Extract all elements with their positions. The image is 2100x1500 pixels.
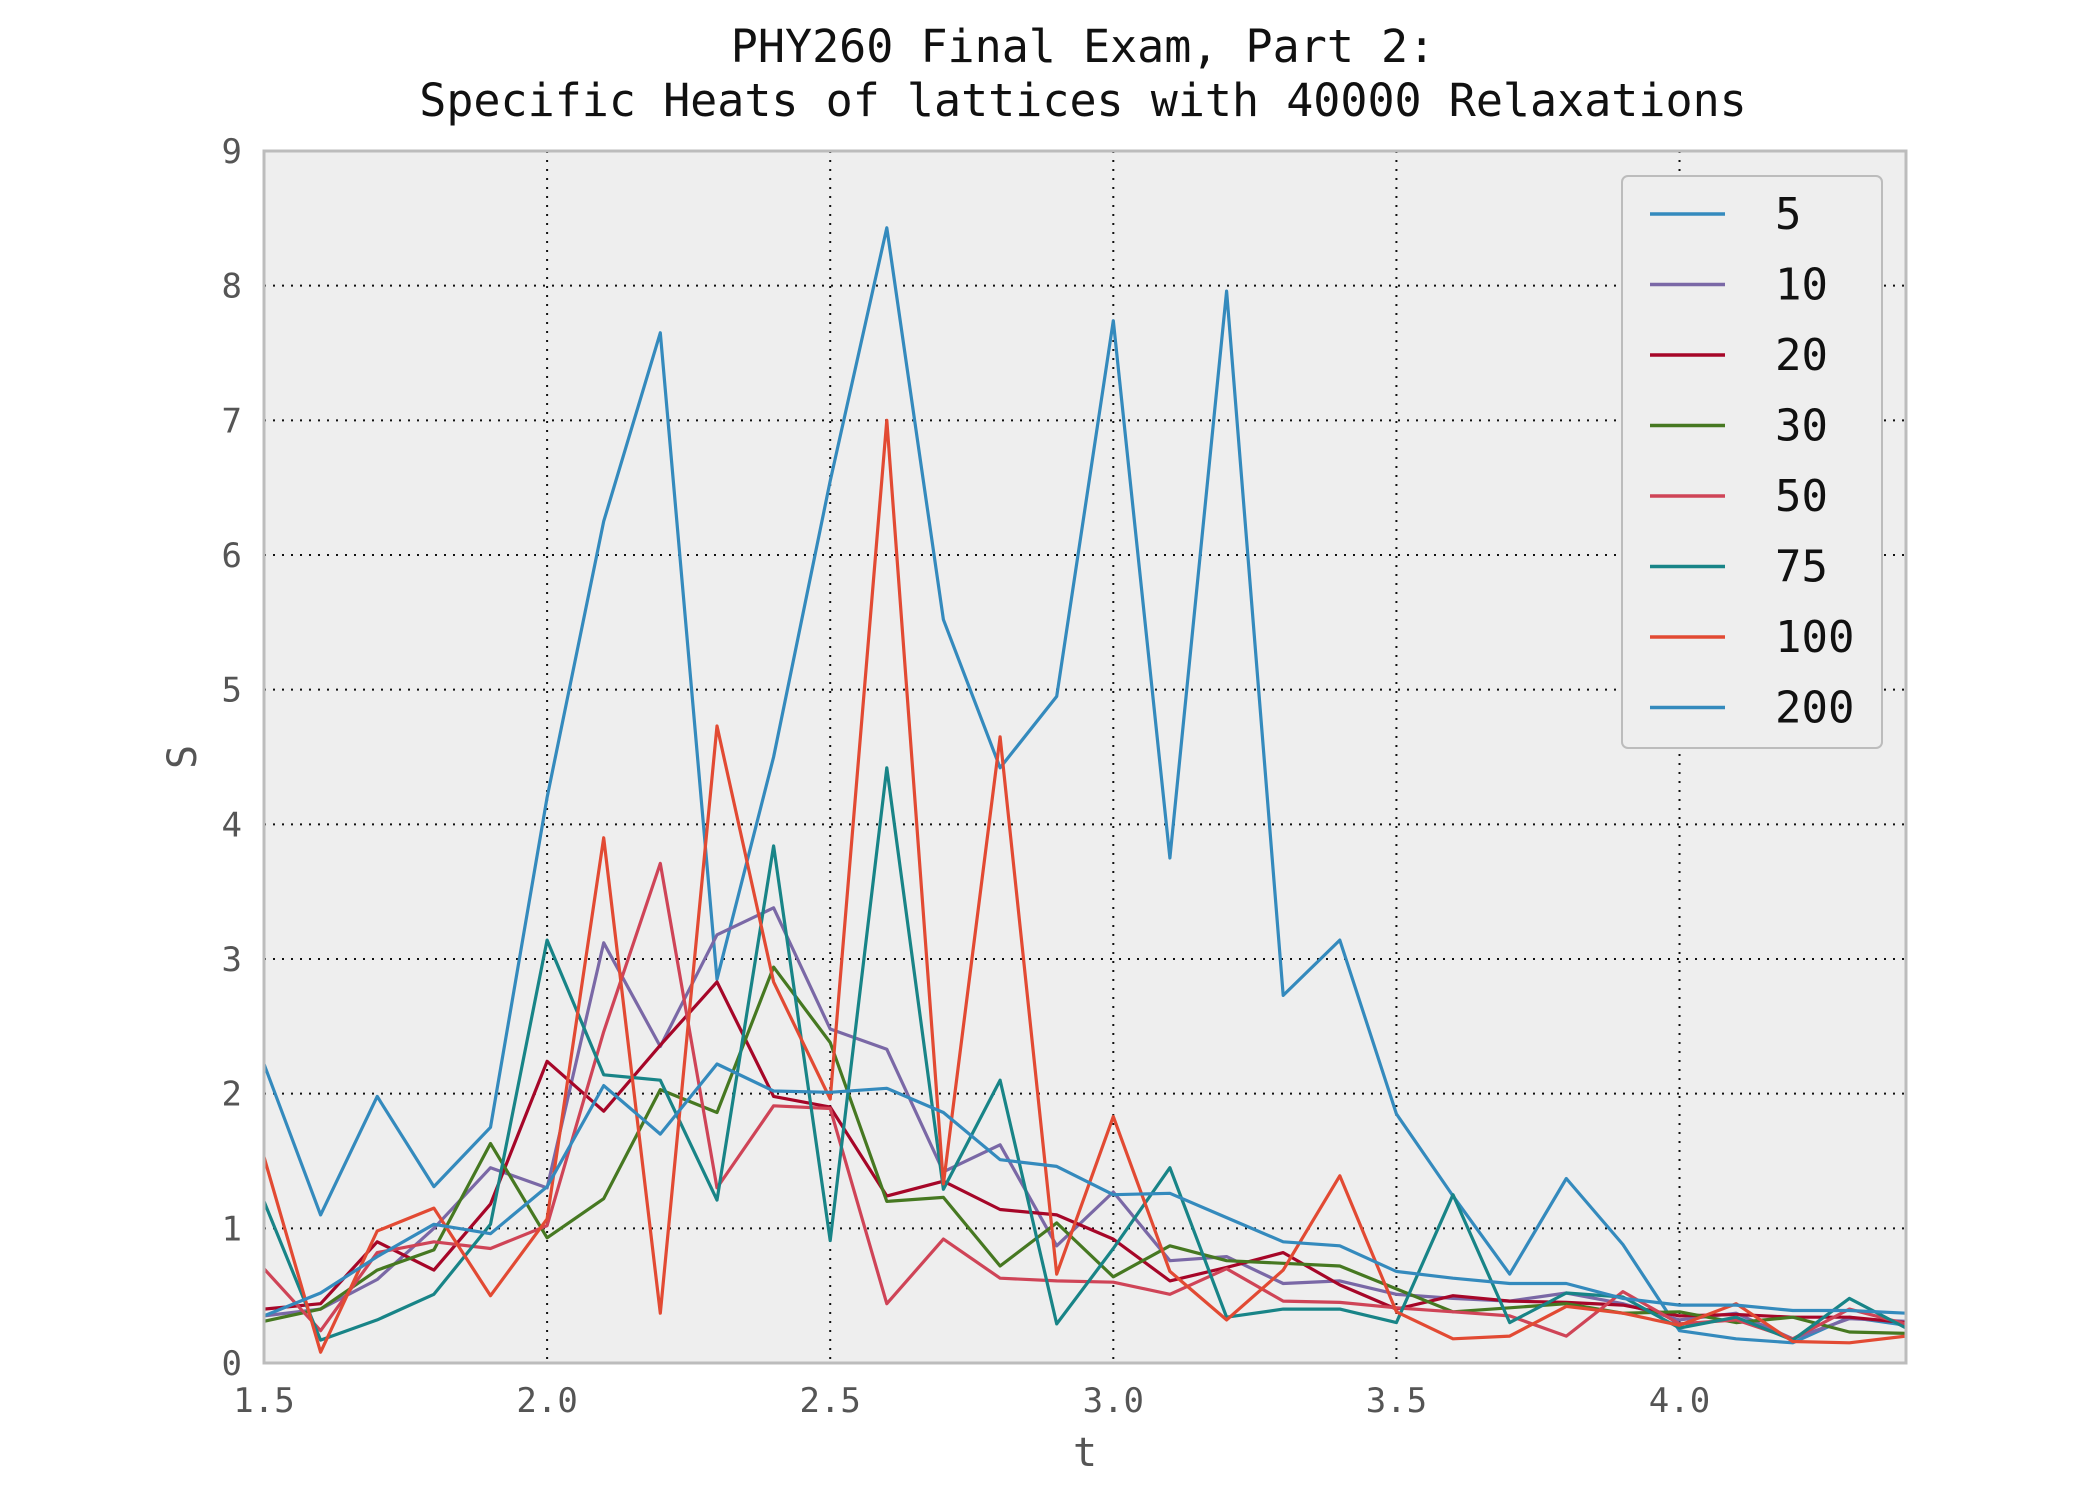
legend-label: 75 bbox=[1775, 542, 1828, 593]
y-tick-label: 3 bbox=[222, 940, 242, 980]
legend-label: 20 bbox=[1775, 330, 1828, 381]
chart-subtitle: Specific Heats of lattices with 40000 Re… bbox=[419, 74, 1747, 127]
legend-label: 10 bbox=[1775, 260, 1828, 311]
y-axis-label: S bbox=[160, 745, 206, 769]
series-line-5 bbox=[262, 226, 1907, 1345]
series-lines bbox=[262, 226, 1907, 1354]
x-axis-label: t bbox=[1073, 1430, 1097, 1476]
series-line-75 bbox=[262, 766, 1907, 1342]
y-tick-label: 2 bbox=[222, 1075, 242, 1115]
x-tick-label: 1.5 bbox=[233, 1381, 294, 1421]
y-tick-label: 7 bbox=[222, 401, 242, 441]
legend: 5 10 20 30 50 75 100 200 bbox=[1621, 175, 1883, 749]
y-tick-label: 8 bbox=[222, 267, 242, 307]
series-line-100 bbox=[262, 418, 1907, 1354]
y-tick-label: 1 bbox=[222, 1209, 242, 1249]
y-axis-ticks: 0 1 2 3 4 5 6 7 8 9 bbox=[222, 132, 242, 1384]
series-line-30 bbox=[263, 965, 1907, 1335]
y-tick-label: 5 bbox=[222, 671, 242, 711]
x-tick-label: 4.0 bbox=[1649, 1381, 1710, 1421]
x-tick-label: 3.0 bbox=[1083, 1381, 1144, 1421]
y-tick-label: 9 bbox=[222, 132, 242, 172]
series-line-20 bbox=[263, 980, 1907, 1325]
plot-frame bbox=[262, 149, 1908, 1365]
legend-label: 30 bbox=[1775, 401, 1828, 452]
x-axis-ticks: 1.5 2.0 2.5 3.0 3.5 4.0 bbox=[233, 1381, 1710, 1421]
x-tick-label: 2.5 bbox=[799, 1381, 860, 1421]
x-tick-label: 3.5 bbox=[1366, 1381, 1427, 1421]
y-tick-label: 4 bbox=[222, 805, 242, 845]
legend-label: 5 bbox=[1775, 189, 1802, 240]
y-tick-label: 6 bbox=[222, 536, 242, 576]
y-tick-label: 0 bbox=[222, 1344, 242, 1384]
legend-label: 100 bbox=[1775, 612, 1854, 663]
x-tick-label: 2.0 bbox=[516, 1381, 577, 1421]
legend-label: 200 bbox=[1775, 683, 1854, 734]
legend-box bbox=[1621, 175, 1883, 749]
chart-title: PHY260 Final Exam, Part 2: bbox=[731, 20, 1435, 73]
series-line-200 bbox=[263, 1062, 1907, 1318]
legend-label: 50 bbox=[1775, 471, 1828, 522]
